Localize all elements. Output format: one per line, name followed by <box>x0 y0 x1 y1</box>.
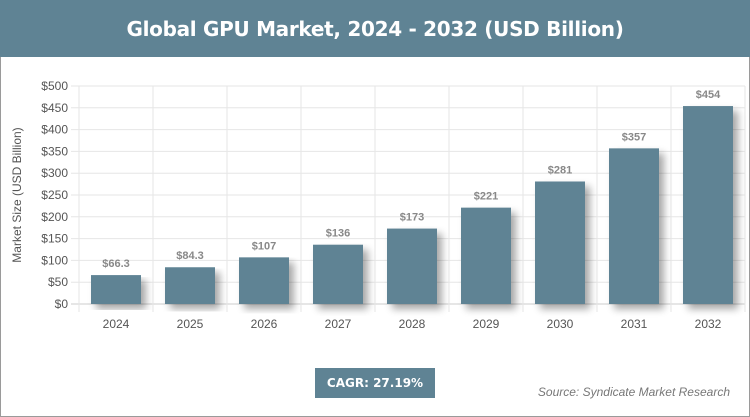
data-label: $454 <box>696 89 721 101</box>
source-note: Source: Syndicate Market Research <box>537 385 730 399</box>
x-tick-label: 2029 <box>473 317 500 331</box>
y-tick-label: $50 <box>48 275 68 289</box>
y-tick-label: $100 <box>41 253 68 267</box>
y-tick-label: $450 <box>41 101 68 115</box>
x-tick-label: 2032 <box>695 317 722 331</box>
data-label: $136 <box>326 228 350 240</box>
y-tick-label: $200 <box>41 210 68 224</box>
x-tick-label: 2031 <box>621 317 648 331</box>
bar <box>239 257 289 304</box>
x-tick-label: 2030 <box>547 317 574 331</box>
chart-title: Global GPU Market, 2024 - 2032 (USD Bill… <box>0 0 750 57</box>
bar <box>313 244 363 304</box>
bar <box>461 207 511 304</box>
data-label: $66.3 <box>102 258 130 270</box>
y-tick-label: $300 <box>41 166 68 180</box>
y-tick-label: $500 <box>41 79 68 93</box>
data-label: $221 <box>474 191 498 203</box>
y-tick-label: $250 <box>41 188 68 202</box>
bar <box>535 181 585 304</box>
bar <box>683 106 733 304</box>
bar <box>165 267 215 304</box>
y-tick-label: $0 <box>55 297 69 311</box>
data-label: $357 <box>622 131 646 143</box>
x-tick-label: 2025 <box>177 317 204 331</box>
y-tick-label: $150 <box>41 232 68 246</box>
x-tick-label: 2026 <box>251 317 278 331</box>
data-label: $173 <box>400 212 424 224</box>
x-tick-label: 2028 <box>399 317 426 331</box>
y-tick-label: $400 <box>41 123 68 137</box>
y-axis-label: Market Size (USD Billion) <box>10 127 24 262</box>
bar <box>91 275 141 304</box>
cagr-badge: CAGR: 27.19% <box>315 368 435 398</box>
bar <box>387 228 437 304</box>
data-label: $84.3 <box>176 250 204 262</box>
data-label: $281 <box>548 164 572 176</box>
data-label: $107 <box>252 240 276 252</box>
y-tick-label: $350 <box>41 144 68 158</box>
x-tick-label: 2024 <box>103 317 130 331</box>
x-tick-label: 2027 <box>325 317 352 331</box>
bar <box>609 148 659 304</box>
